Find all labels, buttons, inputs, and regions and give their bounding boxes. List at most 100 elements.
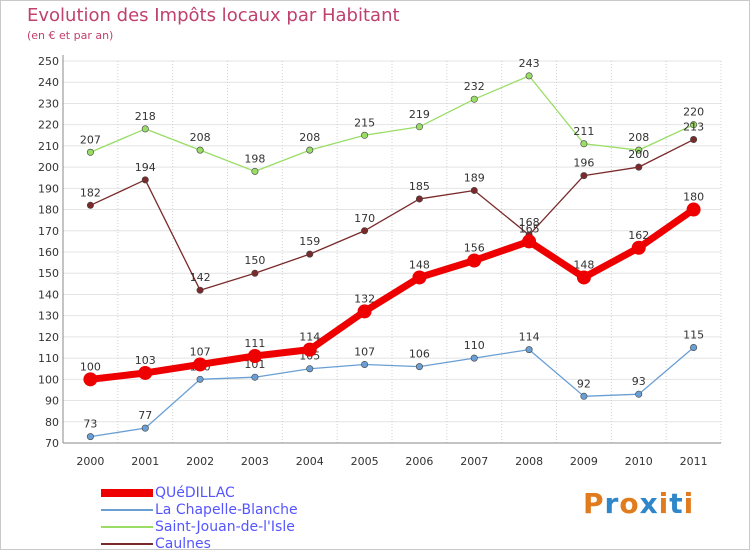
y-tick-label: 100 bbox=[38, 373, 59, 386]
series-line-2 bbox=[90, 75, 694, 173]
data-label-2: 198 bbox=[244, 152, 265, 165]
data-point-2 bbox=[86, 148, 94, 156]
x-tick-label: 2010 bbox=[625, 455, 653, 468]
data-point-0 bbox=[522, 234, 537, 249]
data-point-3 bbox=[415, 195, 423, 203]
data-label-3: 189 bbox=[464, 171, 485, 184]
y-tick-label: 150 bbox=[38, 267, 59, 280]
legend-swatch-la-chapelle-blanche bbox=[101, 509, 153, 511]
legend-label-la-chapelle-blanche: La Chapelle-Blanche bbox=[155, 502, 298, 518]
data-label-3: 185 bbox=[409, 180, 430, 193]
data-label-2: 207 bbox=[80, 133, 101, 146]
y-tick-label: 240 bbox=[38, 76, 59, 89]
legend-label-quedillac: QUéDILLAC bbox=[155, 485, 235, 501]
data-label-0: 100 bbox=[80, 360, 101, 373]
legend-swatch-saint-jouan bbox=[101, 526, 153, 528]
chart-title: Evolution des Impôts locaux par Habitant bbox=[27, 5, 400, 26]
data-point-0 bbox=[686, 202, 701, 217]
data-label-1: 101 bbox=[244, 358, 265, 371]
data-point-0 bbox=[357, 304, 372, 319]
legend-label-caulnes: Caulnes bbox=[155, 536, 211, 552]
data-label-2: 208 bbox=[190, 131, 211, 144]
data-label-3: 213 bbox=[683, 121, 704, 134]
data-point-3 bbox=[635, 163, 643, 171]
data-point-3 bbox=[141, 176, 149, 184]
data-label-0: 180 bbox=[683, 191, 704, 204]
y-tick-label: 230 bbox=[38, 97, 59, 110]
logo-letter: x bbox=[639, 487, 659, 520]
x-tick-label: 2002 bbox=[186, 455, 214, 468]
x-tick-label: 2003 bbox=[241, 455, 269, 468]
data-point-2 bbox=[635, 146, 643, 154]
data-point-2 bbox=[415, 123, 423, 131]
data-point-1 bbox=[415, 363, 423, 371]
y-tick-label: 90 bbox=[45, 395, 59, 408]
data-point-0 bbox=[467, 253, 482, 268]
data-label-3: 159 bbox=[299, 235, 320, 248]
y-tick-label: 70 bbox=[45, 437, 59, 450]
data-label-1: 106 bbox=[409, 348, 430, 361]
logo-letter: i bbox=[658, 487, 670, 520]
logo-letter: o bbox=[619, 487, 640, 520]
data-point-0 bbox=[83, 372, 98, 387]
y-tick-label: 110 bbox=[38, 352, 59, 365]
data-label-1: 92 bbox=[577, 377, 591, 390]
data-point-2 bbox=[196, 146, 204, 154]
data-point-2 bbox=[470, 95, 478, 103]
data-point-0 bbox=[302, 342, 317, 357]
data-label-0: 156 bbox=[464, 241, 485, 254]
data-label-0: 148 bbox=[573, 258, 594, 271]
data-label-1: 93 bbox=[632, 375, 646, 388]
data-point-0 bbox=[193, 357, 208, 372]
data-label-0: 111 bbox=[244, 337, 265, 350]
data-label-0: 114 bbox=[299, 331, 320, 344]
data-point-2 bbox=[251, 167, 259, 175]
data-label-2: 232 bbox=[464, 80, 485, 93]
data-point-1 bbox=[580, 392, 588, 400]
data-label-2: 211 bbox=[573, 125, 594, 138]
y-tick-label: 210 bbox=[38, 140, 59, 153]
data-label-2: 243 bbox=[519, 57, 540, 70]
data-point-0 bbox=[631, 240, 646, 255]
data-label-0: 148 bbox=[409, 258, 430, 271]
data-label-0: 103 bbox=[135, 354, 156, 367]
x-tick-label: 2000 bbox=[76, 455, 104, 468]
logo-letter: r bbox=[604, 487, 620, 520]
data-point-3 bbox=[470, 186, 478, 194]
data-point-1 bbox=[306, 365, 314, 373]
data-label-1: 110 bbox=[464, 339, 485, 352]
data-label-1: 73 bbox=[83, 418, 97, 431]
data-point-2 bbox=[580, 140, 588, 148]
data-point-2 bbox=[525, 72, 533, 80]
data-point-1 bbox=[525, 346, 533, 354]
data-label-2: 220 bbox=[683, 106, 704, 119]
y-tick-label: 190 bbox=[38, 182, 59, 195]
y-tick-label: 140 bbox=[38, 288, 59, 301]
x-tick-label: 2004 bbox=[296, 455, 324, 468]
x-tick-label: 2001 bbox=[131, 455, 159, 468]
data-point-0 bbox=[247, 348, 262, 363]
data-point-1 bbox=[361, 360, 369, 368]
y-tick-label: 120 bbox=[38, 331, 59, 344]
legend-swatch-quedillac bbox=[101, 489, 153, 497]
data-point-1 bbox=[196, 375, 204, 383]
legend-label-saint-jouan: Saint-Jouan-de-l'Isle bbox=[155, 519, 295, 535]
data-label-1: 115 bbox=[683, 329, 704, 342]
data-label-3: 170 bbox=[354, 212, 375, 225]
logo-letter: t bbox=[669, 487, 684, 520]
series-line-0 bbox=[90, 206, 696, 383]
data-label-3: 200 bbox=[628, 148, 649, 161]
data-point-0 bbox=[412, 270, 427, 285]
y-tick-label: 160 bbox=[38, 246, 59, 259]
series-line-1 bbox=[90, 347, 695, 438]
data-point-2 bbox=[141, 125, 149, 133]
data-point-1 bbox=[635, 390, 643, 398]
data-label-2: 208 bbox=[299, 131, 320, 144]
data-point-3 bbox=[86, 201, 94, 209]
data-label-1: 114 bbox=[519, 331, 540, 344]
data-label-3: 182 bbox=[80, 186, 101, 199]
data-point-0 bbox=[576, 270, 591, 285]
data-point-3 bbox=[580, 172, 588, 180]
data-point-3 bbox=[251, 269, 259, 277]
